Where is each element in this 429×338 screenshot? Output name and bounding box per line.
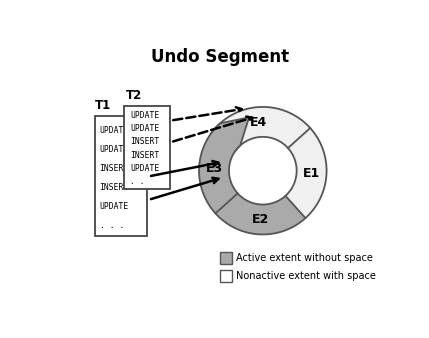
Polygon shape bbox=[199, 117, 249, 213]
Text: E1: E1 bbox=[303, 167, 320, 180]
Text: INSERT: INSERT bbox=[130, 151, 159, 160]
Polygon shape bbox=[211, 107, 316, 157]
Text: T1: T1 bbox=[95, 99, 111, 112]
Bar bbox=[220, 251, 233, 264]
Text: Active extent without space: Active extent without space bbox=[236, 253, 373, 263]
Text: E2: E2 bbox=[252, 213, 269, 226]
Bar bbox=[95, 116, 147, 236]
Text: INSERT: INSERT bbox=[100, 164, 129, 173]
Text: UPDATE: UPDATE bbox=[100, 202, 129, 211]
Text: . .: . . bbox=[130, 177, 145, 186]
Text: INSERT: INSERT bbox=[100, 183, 129, 192]
Text: . . .: . . . bbox=[100, 221, 124, 230]
Text: INSERT: INSERT bbox=[130, 138, 159, 146]
Text: Nonactive extent with space: Nonactive extent with space bbox=[236, 271, 376, 281]
Text: UPDATE: UPDATE bbox=[130, 111, 159, 120]
Text: E4: E4 bbox=[250, 116, 267, 128]
Text: Undo Segment: Undo Segment bbox=[151, 48, 289, 66]
Bar bbox=[124, 106, 170, 189]
Polygon shape bbox=[277, 128, 326, 224]
Text: E3: E3 bbox=[205, 162, 223, 175]
Text: UPDATE: UPDATE bbox=[100, 126, 129, 135]
Text: T2: T2 bbox=[126, 89, 142, 102]
Text: UPDATE: UPDATE bbox=[100, 145, 129, 154]
Polygon shape bbox=[209, 185, 305, 235]
Text: UPDATE: UPDATE bbox=[130, 164, 159, 173]
Bar bbox=[220, 270, 233, 282]
Text: UPDATE: UPDATE bbox=[130, 124, 159, 133]
